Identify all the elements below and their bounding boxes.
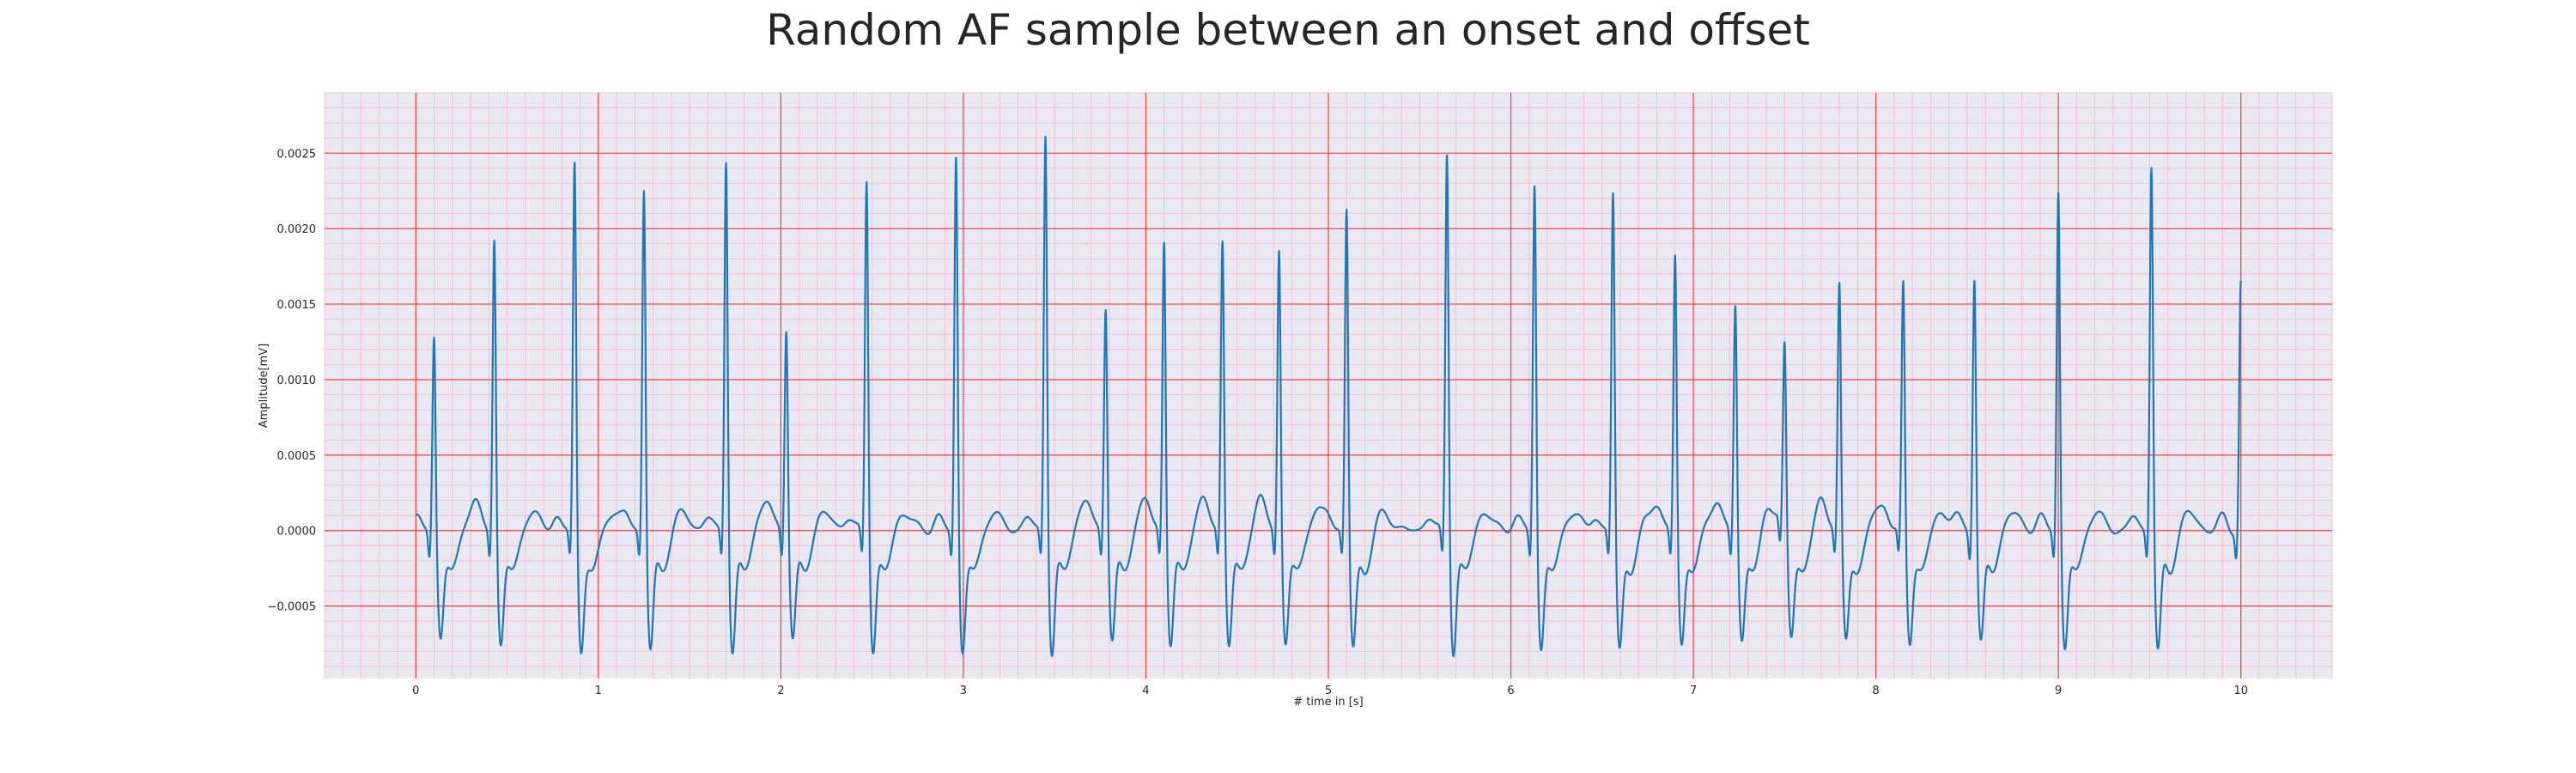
y-axis-ticks: −0.0005 0.0000 0.0005 0.0010 0.0015 0.0020 0.0…: [268, 148, 316, 613]
x-axis-label: # time in [s]: [1293, 696, 1363, 709]
ecg-series-line: [415, 136, 2242, 658]
major-grid: [325, 93, 2332, 679]
y-tick-label: 0.0010: [277, 374, 317, 387]
y-tick-label: 0.0005: [277, 450, 317, 463]
y-tick-label: −0.0005: [268, 601, 316, 614]
x-tick-label: 5: [1325, 685, 1332, 697]
x-axis-ticks: 0 1 2 3 4 5 6 7 8 9 10: [412, 685, 2248, 697]
y-tick-label: 0.0000: [277, 526, 317, 539]
y-tick-label: 0.0025: [277, 148, 317, 161]
x-tick-label: 2: [777, 685, 784, 697]
x-tick-label: 0: [412, 685, 419, 697]
x-tick-label: 8: [1872, 685, 1879, 697]
x-tick-label: 7: [1690, 685, 1697, 697]
x-tick-label: 1: [595, 685, 602, 697]
chart-title: Random AF sample between an onset and of…: [766, 5, 1810, 55]
x-tick-label: 6: [1507, 685, 1514, 697]
x-tick-label: 3: [960, 685, 967, 697]
y-tick-label: 0.0020: [277, 223, 317, 236]
x-tick-label: 9: [2055, 685, 2062, 697]
y-tick-label: 0.0015: [277, 299, 317, 312]
x-tick-label: 4: [1142, 685, 1149, 697]
y-axis-label: Amplitude[mV]: [258, 344, 270, 428]
x-tick-label: 10: [2233, 685, 2248, 697]
